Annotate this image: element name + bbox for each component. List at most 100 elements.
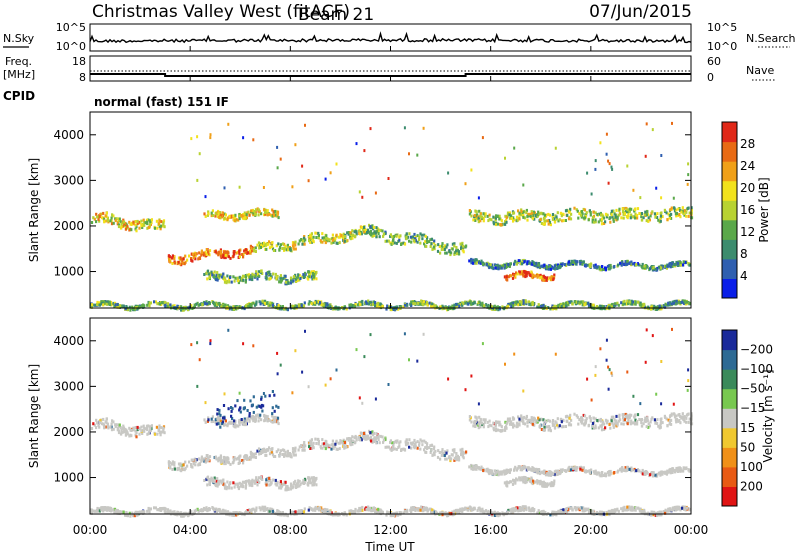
power-cell	[135, 220, 138, 223]
velocity-cell	[664, 470, 667, 474]
velocity-cell	[458, 458, 461, 462]
power-cell	[182, 257, 185, 261]
velocity-cell	[489, 469, 492, 473]
velocity-cell	[135, 435, 138, 439]
power-cell	[635, 263, 638, 267]
power-cell	[412, 302, 415, 306]
velocity-cell	[120, 430, 123, 434]
power-cell	[582, 260, 585, 264]
velocity-cell	[226, 422, 230, 426]
velocity-cell	[477, 426, 480, 430]
freq-label: Freq.	[5, 55, 32, 68]
power-cell	[516, 218, 519, 222]
velocity-cell	[354, 440, 357, 444]
power-cell	[487, 219, 490, 223]
power-cell	[217, 212, 220, 216]
power-cell	[506, 213, 509, 217]
power-cell	[624, 206, 627, 210]
power-cell	[484, 212, 487, 216]
power-cell	[346, 231, 349, 235]
power-cell	[607, 267, 610, 271]
velocity-cell	[573, 412, 576, 416]
colorbar-swatch	[722, 122, 737, 143]
freq-trace	[90, 73, 691, 77]
velocity-cell	[526, 420, 529, 424]
power-cell	[97, 217, 100, 221]
power-cell	[225, 250, 228, 254]
power-cell	[132, 220, 135, 224]
velocity-cell	[522, 416, 525, 420]
velocity-cell	[248, 456, 251, 459]
power-cell	[289, 281, 292, 285]
velocity-cell	[668, 468, 671, 472]
power-cell	[560, 214, 563, 218]
power-cell	[233, 250, 236, 253]
power-cell	[482, 219, 485, 223]
power-cell	[522, 299, 525, 303]
power-cell	[645, 264, 648, 267]
velocity-cell	[667, 418, 670, 422]
power-cell	[98, 301, 101, 305]
velocity-cell	[260, 449, 263, 453]
velocity-cell	[688, 417, 691, 421]
power-cell	[398, 238, 401, 242]
power-cell	[632, 300, 635, 304]
power-cell	[478, 209, 481, 213]
power-cell	[218, 215, 221, 219]
power-cell	[444, 251, 447, 255]
power-cell	[422, 303, 425, 307]
velocity-cell	[610, 419, 613, 423]
power-cell	[278, 246, 282, 249]
power-cell	[100, 300, 103, 304]
velocity-cell	[253, 416, 256, 419]
velocity-cell	[119, 432, 123, 436]
power-cell	[567, 262, 570, 266]
velocity-cell	[246, 417, 249, 421]
velocity-cell	[521, 468, 524, 472]
velocity-cell	[242, 461, 245, 465]
power-cell	[295, 276, 298, 280]
velocity-cell	[679, 469, 682, 473]
power-cell	[505, 219, 508, 223]
power-cell	[403, 242, 407, 246]
velocity-cell	[670, 422, 673, 426]
power-cell	[626, 208, 629, 212]
power-cell	[620, 263, 623, 267]
power-cell	[569, 262, 573, 266]
power-cell	[373, 234, 376, 237]
power-cell	[315, 236, 318, 239]
power-cell	[205, 302, 209, 306]
power-cell	[662, 264, 665, 268]
velocity-cell	[660, 472, 663, 476]
power-cell	[616, 301, 619, 305]
power-cell	[232, 275, 235, 279]
power-cell	[455, 249, 458, 253]
power-cell	[500, 266, 503, 270]
velocity-cell	[258, 480, 261, 484]
power-cell	[134, 227, 137, 231]
velocity-cell	[579, 419, 583, 423]
power-cell	[122, 218, 125, 222]
velocity-cell	[219, 458, 222, 461]
velocity-cell	[268, 452, 272, 456]
power-cell	[291, 244, 295, 248]
power-cell	[653, 304, 656, 308]
power-cell	[505, 262, 508, 266]
power-cell	[643, 213, 646, 216]
velocity-cell	[343, 445, 346, 449]
power-cell	[314, 302, 317, 306]
velocity-cell	[575, 414, 578, 418]
velocity-cell	[357, 435, 360, 439]
power-cell	[320, 303, 323, 307]
power-cell	[652, 307, 655, 311]
velocity-cell	[547, 473, 550, 477]
velocity-cell	[522, 478, 525, 482]
power-cell	[670, 302, 673, 306]
velocity-cell	[228, 486, 231, 490]
power-cell	[121, 304, 124, 308]
power-cell	[219, 304, 222, 308]
velocity-cell	[642, 422, 645, 426]
velocity-cell	[248, 419, 251, 423]
power-scatter	[90, 121, 694, 312]
velocity-cell	[366, 434, 370, 438]
